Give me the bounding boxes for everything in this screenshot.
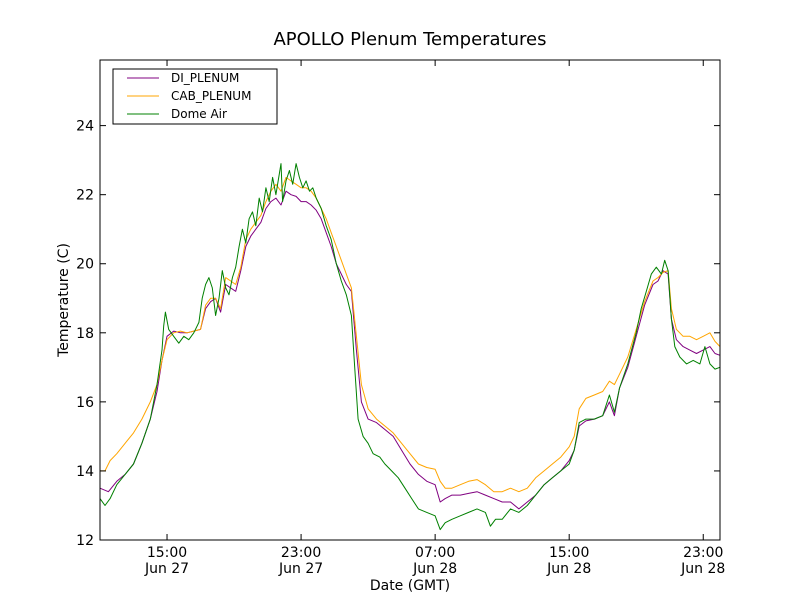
x-tick-label-date: Jun 28 (412, 561, 457, 577)
x-tick-label-date: Jun 28 (680, 561, 725, 577)
legend-label-dome-air: Dome Air (171, 107, 227, 121)
x-tick-label-time: 07:00 (415, 545, 455, 561)
chart-title: APOLLO Plenum Temperatures (273, 29, 546, 50)
y-tick-label: 20 (76, 257, 94, 273)
x-tick-label-date: Jun 27 (278, 561, 323, 577)
y-axis: 12 14 16 18 20 22 24 (76, 119, 720, 549)
x-axis-label: Date (GMT) (370, 578, 450, 594)
y-axis-label: Temperature (C) (56, 243, 72, 358)
plot-frame (99, 59, 721, 541)
x-tick-label-time: 15:00 (147, 545, 187, 561)
x-tick-label-date: Jun 28 (546, 561, 591, 577)
legend: DI_PLENUM CAB_PLENUM Dome Air (112, 68, 278, 125)
legend-label-di-plenum: DI_PLENUM (171, 71, 239, 85)
series-line-cab-plenum (100, 176, 721, 493)
y-tick-label: 14 (76, 464, 94, 480)
x-tick-label-time: 23:00 (683, 545, 723, 561)
y-tick-label: 24 (76, 119, 94, 135)
series-layer (99, 163, 721, 531)
series-line-dome-air (99, 163, 721, 531)
legend-label-cab-plenum: CAB_PLENUM (171, 89, 251, 103)
x-tick-label-time: 23:00 (281, 545, 321, 561)
x-tick-label-date: Jun 27 (144, 561, 189, 577)
x-tick-label-time: 15:00 (549, 545, 589, 561)
y-tick-label: 22 (76, 188, 94, 204)
y-tick-label: 12 (76, 533, 94, 549)
y-tick-label: 18 (76, 326, 94, 342)
y-tick-label: 16 (76, 395, 94, 411)
